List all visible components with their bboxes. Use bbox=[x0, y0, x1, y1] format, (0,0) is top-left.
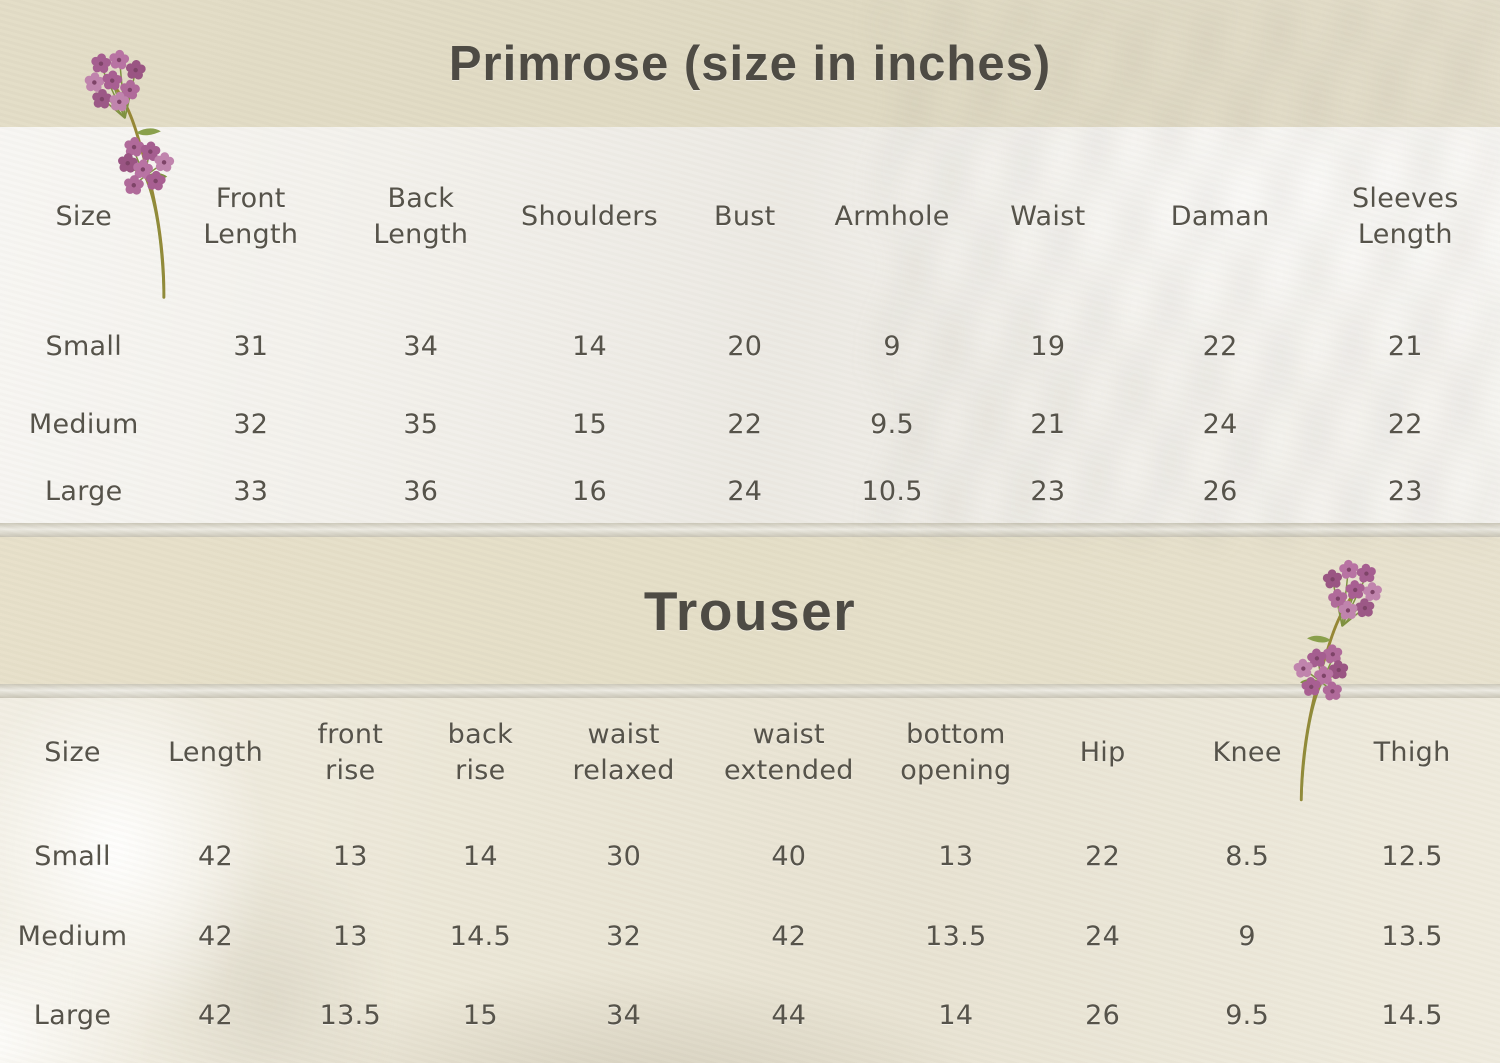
header-thigh: Thigh bbox=[1373, 737, 1451, 769]
value-cell: 42 bbox=[198, 921, 234, 953]
fabric-sheen-divider bbox=[0, 523, 1500, 537]
trouser-title: Trouser bbox=[643, 579, 857, 642]
value-cell: 21 bbox=[1030, 409, 1066, 441]
value-cell: 33 bbox=[233, 476, 269, 508]
fabric-sheen-divider bbox=[0, 684, 1500, 698]
value-cell: 24 bbox=[727, 476, 763, 508]
value-cell: 9.5 bbox=[870, 409, 915, 441]
trouser-title-band: Trouser bbox=[0, 537, 1500, 684]
value-cell: 26 bbox=[1085, 999, 1121, 1031]
value-cell: 16 bbox=[572, 476, 608, 508]
value-cell: 24 bbox=[1085, 921, 1121, 953]
value-cell: 31 bbox=[233, 331, 269, 363]
value-cell: 42 bbox=[198, 999, 234, 1031]
value-cell: 23 bbox=[1030, 476, 1066, 508]
trouser-title-band-background bbox=[0, 537, 1500, 684]
value-cell: 22 bbox=[727, 409, 763, 441]
value-cell: 13 bbox=[938, 841, 974, 873]
value-cell: 10.5 bbox=[861, 476, 923, 508]
header-armhole: Armhole bbox=[834, 201, 950, 233]
value-cell: 12.5 bbox=[1381, 841, 1443, 873]
value-cell: 14 bbox=[462, 841, 498, 873]
value-cell: 22 bbox=[1085, 841, 1121, 873]
size-table-primrose: Size Front Length Back Length Shoulders … bbox=[0, 127, 1500, 523]
value-cell: 34 bbox=[403, 331, 439, 363]
header-size: Size bbox=[44, 737, 101, 769]
value-cell: 32 bbox=[233, 409, 269, 441]
value-cell: 22 bbox=[1202, 331, 1238, 363]
header-length: Length bbox=[168, 737, 263, 769]
header-bottom-opening: bottom opening bbox=[900, 719, 1012, 786]
row-label: Small bbox=[45, 331, 123, 363]
row-label: Medium bbox=[28, 409, 139, 441]
value-cell: 32 bbox=[606, 921, 642, 953]
row-label: Medium bbox=[17, 921, 128, 953]
header-hip: Hip bbox=[1079, 737, 1126, 769]
value-cell: 34 bbox=[606, 999, 642, 1031]
header-knee: Knee bbox=[1212, 737, 1282, 769]
value-cell: 13.5 bbox=[319, 999, 381, 1031]
value-cell: 44 bbox=[771, 999, 807, 1031]
primrose-title: Primrose (size in inches) bbox=[448, 36, 1052, 91]
header-sleeves-length: Sleeves Length bbox=[1351, 183, 1459, 250]
value-cell: 14.5 bbox=[449, 921, 512, 953]
header-waist-extended: waist extended bbox=[723, 719, 854, 786]
header-waist-relaxed: waist relaxed bbox=[572, 719, 675, 786]
value-cell: 35 bbox=[403, 409, 439, 441]
value-cell: 30 bbox=[606, 841, 642, 873]
value-cell: 42 bbox=[198, 841, 234, 873]
header-back-rise: back rise bbox=[447, 719, 514, 786]
value-cell: 24 bbox=[1202, 409, 1238, 441]
value-cell: 9.5 bbox=[1225, 999, 1270, 1031]
primrose-table-background bbox=[0, 127, 1500, 523]
value-cell: 23 bbox=[1387, 476, 1423, 508]
header-bust: Bust bbox=[714, 201, 776, 233]
header-daman: Daman bbox=[1170, 201, 1270, 233]
value-cell: 14 bbox=[938, 999, 974, 1031]
value-cell: 36 bbox=[403, 476, 439, 508]
size-table-trouser: Size Length front rise back rise waist r… bbox=[0, 698, 1500, 1063]
value-cell: 13.5 bbox=[925, 921, 987, 953]
value-cell: 8.5 bbox=[1225, 841, 1270, 873]
header-waist: Waist bbox=[1010, 201, 1086, 233]
row-label: Small bbox=[34, 841, 111, 873]
row-label: Large bbox=[45, 476, 123, 508]
value-cell: 42 bbox=[771, 921, 807, 953]
value-cell: 9 bbox=[1238, 921, 1256, 953]
header-size: Size bbox=[55, 201, 113, 233]
value-cell: 14.5 bbox=[1381, 999, 1443, 1031]
value-cell: 22 bbox=[1387, 409, 1423, 441]
value-cell: 13 bbox=[332, 921, 368, 953]
value-cell: 21 bbox=[1387, 331, 1423, 363]
header-shoulders: Shoulders bbox=[521, 201, 659, 233]
top-title-band-background bbox=[0, 0, 1500, 127]
value-cell: 26 bbox=[1202, 476, 1238, 508]
header-front-length: Front Length bbox=[203, 183, 299, 250]
value-cell: 40 bbox=[771, 841, 807, 873]
value-cell: 15 bbox=[572, 409, 608, 441]
value-cell: 9 bbox=[883, 331, 901, 363]
value-cell: 20 bbox=[727, 331, 763, 363]
value-cell: 13.5 bbox=[1381, 921, 1443, 953]
primrose-title-band: Primrose (size in inches) bbox=[0, 0, 1500, 127]
header-front-rise: front rise bbox=[317, 719, 384, 786]
value-cell: 15 bbox=[462, 999, 498, 1031]
value-cell: 19 bbox=[1030, 331, 1066, 363]
header-back-length: Back Length bbox=[373, 183, 469, 250]
value-cell: 14 bbox=[572, 331, 608, 363]
value-cell: 13 bbox=[332, 841, 368, 873]
row-label: Large bbox=[33, 999, 112, 1031]
